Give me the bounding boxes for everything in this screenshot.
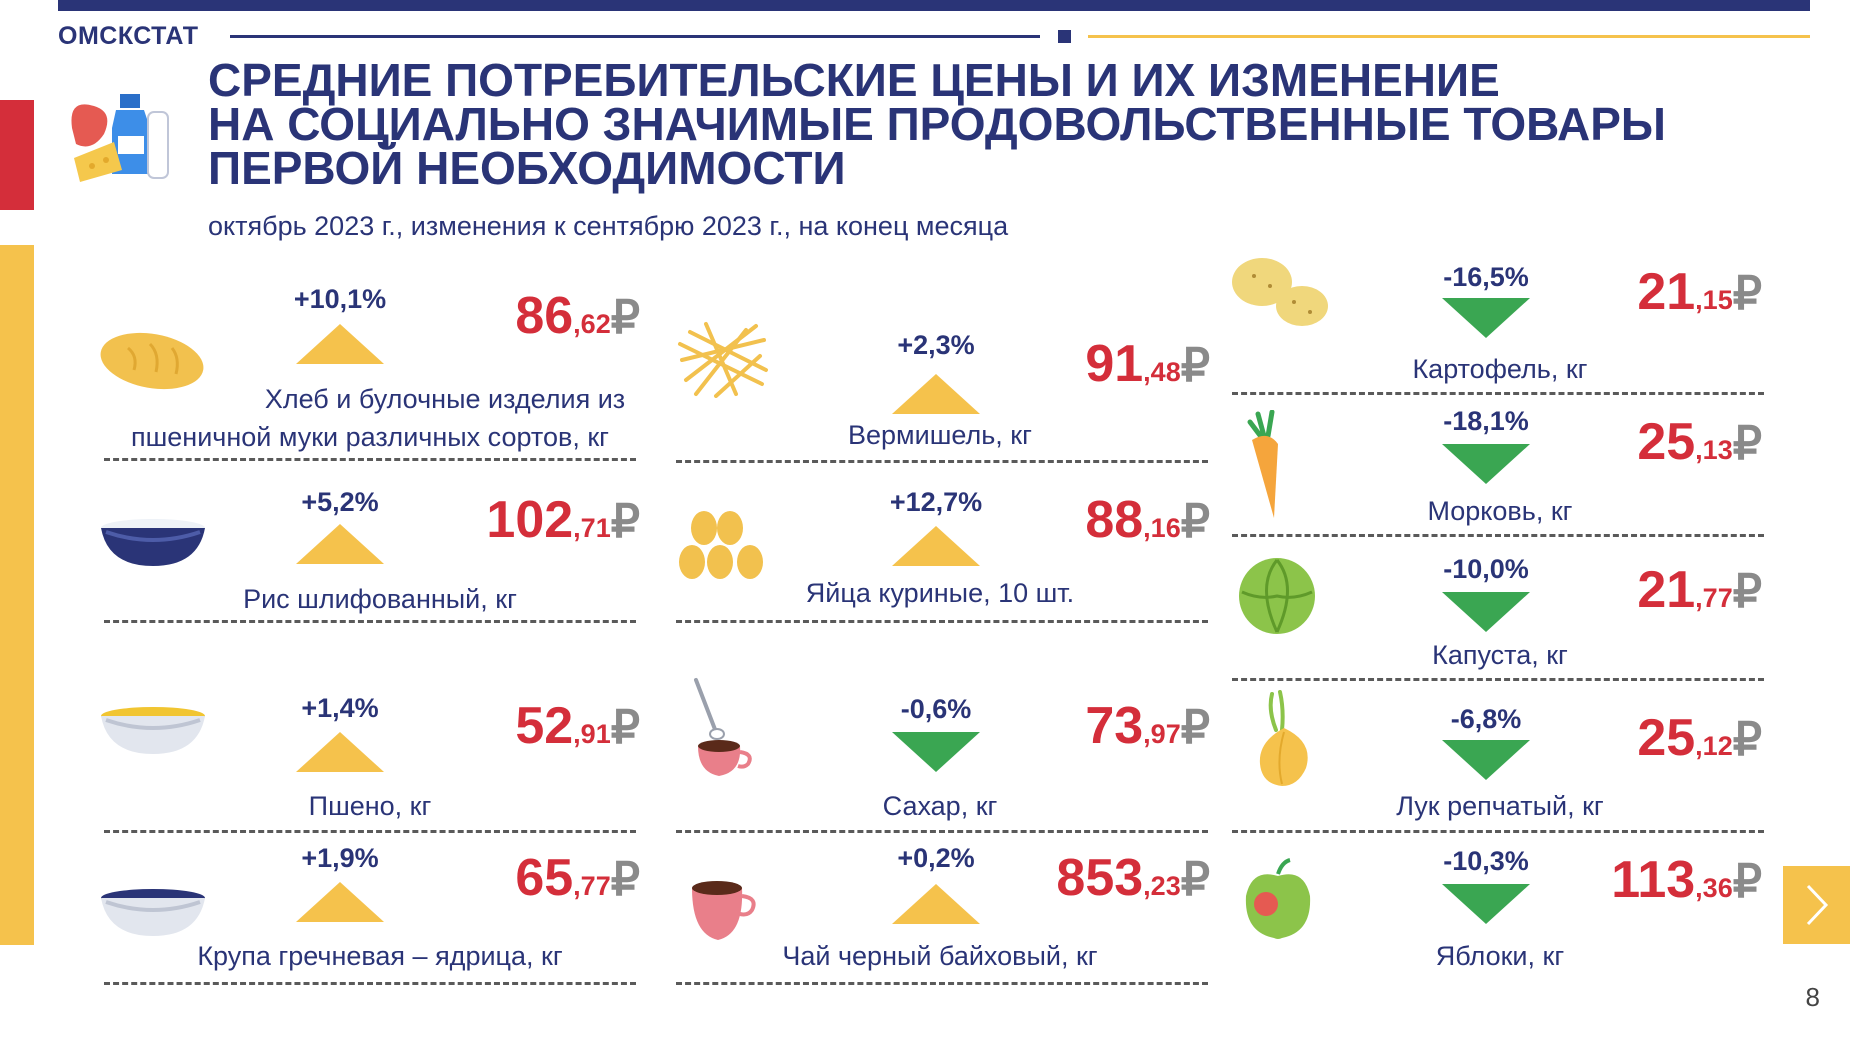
item-change: +5,2% xyxy=(301,487,379,517)
item-change: +2,3% xyxy=(897,330,975,360)
side-accent-red xyxy=(0,100,34,210)
chevron-right-icon xyxy=(1806,884,1828,926)
item-price: 65,77₽ xyxy=(515,849,640,907)
rice-bowl-icon xyxy=(101,519,205,566)
increase-triangle-icon xyxy=(296,324,384,364)
increase-triangle-icon xyxy=(892,374,980,414)
item-label: Хлеб и булочные изделия из пшеничной муки… xyxy=(131,384,626,452)
row-divider xyxy=(104,458,636,461)
increase-triangle-icon xyxy=(296,882,384,922)
increase-triangle-icon xyxy=(296,732,384,772)
groceries-icon xyxy=(71,94,169,182)
buckwheat-bowl-icon xyxy=(101,889,205,936)
item-price: 73,97₽ xyxy=(1085,697,1210,755)
item-price: 113,36₽ xyxy=(1611,851,1762,909)
tea-cup-icon xyxy=(692,881,756,940)
eggs-icon xyxy=(679,511,763,579)
item-label: Капуста, кг xyxy=(1432,640,1568,670)
item-price: 86,62₽ xyxy=(515,287,640,345)
page-title: СРЕДНИЕ ПОТРЕБИТЕЛЬСКИЕ ЦЕНЫ И ИХ ИЗМЕНЕ… xyxy=(208,54,1666,194)
header-divider-yellow xyxy=(1088,35,1810,38)
item-label: Лук репчатый, кг xyxy=(1396,791,1604,821)
increase-triangle-icon xyxy=(892,884,980,924)
millet-bowl-icon xyxy=(101,707,205,754)
row-divider xyxy=(1232,392,1764,395)
row-divider xyxy=(104,982,636,985)
row-divider xyxy=(676,982,1208,985)
item-change: -10,0% xyxy=(1443,554,1529,584)
onion-icon xyxy=(1259,690,1308,786)
item-price: 21,77₽ xyxy=(1637,561,1762,619)
item-price: 88,16₽ xyxy=(1085,491,1210,549)
row-divider xyxy=(1232,678,1764,681)
decrease-triangle-icon xyxy=(1442,444,1530,484)
item-price: 853,23₽ xyxy=(1056,849,1210,907)
page-number: 8 xyxy=(1805,982,1820,1012)
page-subtitle: октябрь 2023 г., изменения к сентябрю 20… xyxy=(208,211,1009,241)
item-change: +0,2% xyxy=(897,843,975,873)
item-label: Яйца куриные, 10 шт. xyxy=(805,578,1075,608)
row-divider xyxy=(676,830,1208,833)
item-change: +1,9% xyxy=(301,843,379,873)
row-divider xyxy=(676,460,1208,463)
item-change: -0,6% xyxy=(900,694,972,724)
top-bar xyxy=(58,0,1810,11)
decrease-triangle-icon xyxy=(892,732,980,772)
item-label: Чай черный байховый, кг xyxy=(782,941,1098,971)
item-price: 52,91₽ xyxy=(515,697,640,755)
item-change: +12,7% xyxy=(889,487,983,517)
header-divider-blue xyxy=(230,35,1040,38)
item-label: Рис шлифованный, кг xyxy=(243,584,517,614)
bread-icon xyxy=(100,332,204,390)
item-label: Сахар, кг xyxy=(882,791,998,821)
decrease-triangle-icon xyxy=(1442,298,1530,338)
item-price: 91,48₽ xyxy=(1085,335,1210,393)
row-divider xyxy=(676,620,1208,623)
increase-triangle-icon xyxy=(892,526,980,566)
item-label: Крупа гречневая – ядрица, кг xyxy=(197,941,563,971)
item-label: Пшено, кг xyxy=(308,791,432,821)
item-label: Морковь, кг xyxy=(1427,496,1573,526)
row-divider xyxy=(104,620,636,623)
item-price: 25,13₽ xyxy=(1637,413,1762,471)
cabbage-icon xyxy=(1239,558,1315,634)
item-change: +1,4% xyxy=(301,693,379,723)
row-divider xyxy=(1232,534,1764,537)
increase-triangle-icon xyxy=(296,524,384,564)
header-divider-square xyxy=(1058,30,1071,43)
row-divider xyxy=(1232,830,1764,833)
item-price: 21,15₽ xyxy=(1637,263,1762,321)
row-divider xyxy=(104,830,636,833)
item-label: Яблоки, кг xyxy=(1435,941,1565,971)
next-slide-button[interactable] xyxy=(1783,866,1850,944)
apple-icon xyxy=(1245,858,1311,939)
item-change: -16,5% xyxy=(1443,262,1529,292)
item-change: -10,3% xyxy=(1443,846,1529,876)
item-change: +10,1% xyxy=(293,284,387,314)
potato-icon xyxy=(1232,258,1328,326)
carrot-icon xyxy=(1247,410,1278,518)
item-price: 25,12₽ xyxy=(1637,709,1762,767)
item-price: 102,71₽ xyxy=(486,491,640,549)
decrease-triangle-icon xyxy=(1442,592,1530,632)
item-label: Картофель, кг xyxy=(1412,354,1588,384)
sugar-cup-icon xyxy=(694,678,752,776)
brand-logo-text: ОМСКСТАТ xyxy=(58,22,199,50)
decrease-triangle-icon xyxy=(1442,884,1530,924)
noodles-icon xyxy=(678,322,768,398)
item-change: -6,8% xyxy=(1450,704,1522,734)
decrease-triangle-icon xyxy=(1442,740,1530,780)
item-label: Вермишель, кг xyxy=(848,420,1032,450)
side-accent-yellow xyxy=(0,245,34,945)
item-change: -18,1% xyxy=(1443,406,1529,436)
